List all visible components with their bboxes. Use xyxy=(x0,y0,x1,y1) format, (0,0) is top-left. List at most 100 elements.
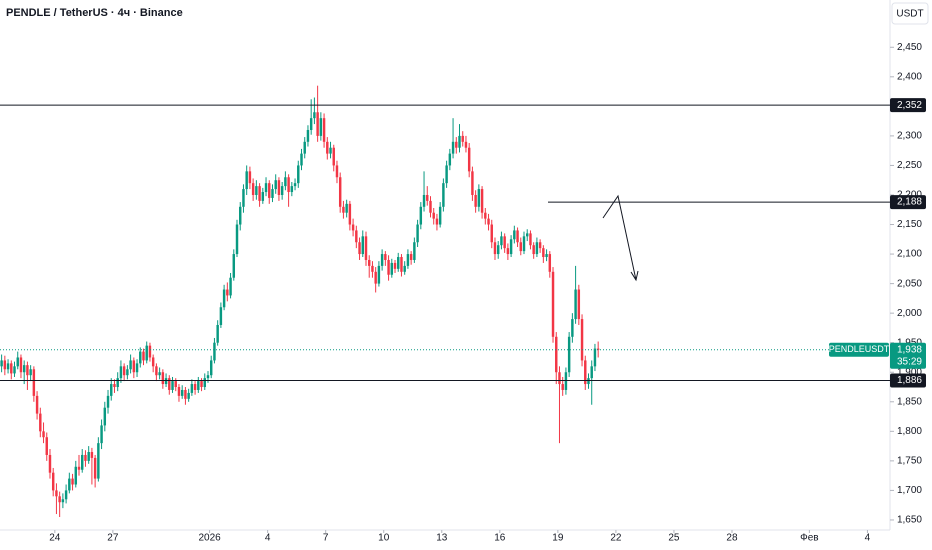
candle-body xyxy=(64,490,68,500)
candle-body xyxy=(293,183,297,187)
candle-body xyxy=(567,336,571,373)
y-tick-label: 2,100 xyxy=(897,249,922,260)
last-price-label: 1,938 xyxy=(897,344,922,355)
candle-body xyxy=(177,387,181,396)
candle-body xyxy=(438,206,442,225)
candle-body xyxy=(74,466,78,485)
candle-body xyxy=(367,259,371,266)
candle-body xyxy=(255,186,258,195)
candle-body xyxy=(264,183,268,193)
candle-body xyxy=(164,378,168,385)
candle-body xyxy=(84,454,87,461)
level-label-box xyxy=(890,195,926,210)
currency-label[interactable]: USDT xyxy=(896,9,923,20)
level-label-box xyxy=(890,373,926,388)
candle-body xyxy=(561,384,564,390)
candle-body xyxy=(487,218,490,225)
x-tick-label: 10 xyxy=(378,533,390,544)
candle-body xyxy=(326,141,329,154)
candle-body xyxy=(61,499,65,503)
candle-body xyxy=(168,378,171,390)
candle-body xyxy=(451,141,455,154)
candle-body xyxy=(271,189,274,198)
candle-body xyxy=(361,236,364,255)
candle-body xyxy=(306,129,310,142)
candle-body xyxy=(516,230,519,243)
x-tick-label: 4 xyxy=(265,533,271,544)
candle-body xyxy=(484,212,487,219)
x-tick-label: Фев xyxy=(800,533,818,544)
candle-body xyxy=(0,360,3,367)
candle-body xyxy=(145,345,148,361)
candle-body xyxy=(529,233,532,246)
y-tick-label: 2,300 xyxy=(897,131,922,142)
candle-body xyxy=(355,230,358,243)
candle-body xyxy=(519,242,523,252)
y-tick-label: 2,400 xyxy=(897,71,922,82)
y-tick-label: 1,700 xyxy=(897,485,922,496)
candle-body xyxy=(348,203,352,225)
candle-body xyxy=(248,171,252,184)
candle-body xyxy=(548,254,552,272)
candle-body xyxy=(58,496,61,503)
x-tick-label: 22 xyxy=(610,533,622,544)
x-tick-label: 13 xyxy=(436,533,448,544)
candle-body xyxy=(200,381,203,388)
candle-body xyxy=(206,375,210,379)
candle-body xyxy=(55,490,58,497)
candle-body xyxy=(303,141,306,154)
candle-body xyxy=(77,466,81,470)
candle-body xyxy=(432,212,435,219)
candle-body xyxy=(129,360,132,370)
candle-body xyxy=(261,192,265,201)
last-price-box xyxy=(890,342,926,369)
candle-body xyxy=(419,206,423,225)
candle-body xyxy=(538,242,542,249)
currency-button[interactable] xyxy=(891,2,929,25)
candle-body xyxy=(171,381,174,390)
candle-body xyxy=(274,180,277,190)
candle-body xyxy=(309,118,313,130)
candle-body xyxy=(235,224,239,255)
arrow-annotation xyxy=(602,194,639,282)
level-label: 2,188 xyxy=(897,197,922,208)
candle-body xyxy=(500,236,503,246)
y-tick-label: 1,800 xyxy=(897,426,922,437)
candle-body xyxy=(151,357,155,367)
candle-body xyxy=(509,239,513,255)
candle-body xyxy=(268,183,271,198)
candle-body xyxy=(132,360,136,373)
x-tick-label: 25 xyxy=(668,533,680,544)
candle-body xyxy=(551,271,555,337)
candle-body xyxy=(596,348,600,350)
candle-body xyxy=(103,407,107,426)
candle-body xyxy=(277,180,281,195)
candle-body xyxy=(187,392,190,399)
candle-body xyxy=(406,254,410,266)
candle-body xyxy=(26,365,29,376)
candle-body xyxy=(42,431,45,438)
countdown-label: 35:29 xyxy=(897,356,922,367)
y-tick-label: 2,250 xyxy=(897,160,922,171)
candle-body xyxy=(87,452,90,461)
candle-body xyxy=(174,381,177,388)
candle-body xyxy=(203,378,206,388)
candle-body xyxy=(577,289,581,320)
level-label: 1,886 xyxy=(897,375,922,386)
candle-body xyxy=(290,186,294,193)
candle-body xyxy=(467,147,471,172)
candle-body xyxy=(429,200,432,213)
y-tick-label: 2,150 xyxy=(897,219,922,230)
candle-body xyxy=(116,378,119,388)
candle-body xyxy=(335,165,339,178)
candle-body xyxy=(364,236,368,260)
candle-body xyxy=(464,141,468,148)
candle-body xyxy=(442,183,445,207)
candle-body xyxy=(345,203,348,213)
candle-body xyxy=(413,242,416,260)
candle-body xyxy=(97,443,100,479)
x-tick-label: 4 xyxy=(865,533,871,544)
level-label: 2,352 xyxy=(897,100,922,111)
y-tick-label: 2,450 xyxy=(897,42,922,53)
